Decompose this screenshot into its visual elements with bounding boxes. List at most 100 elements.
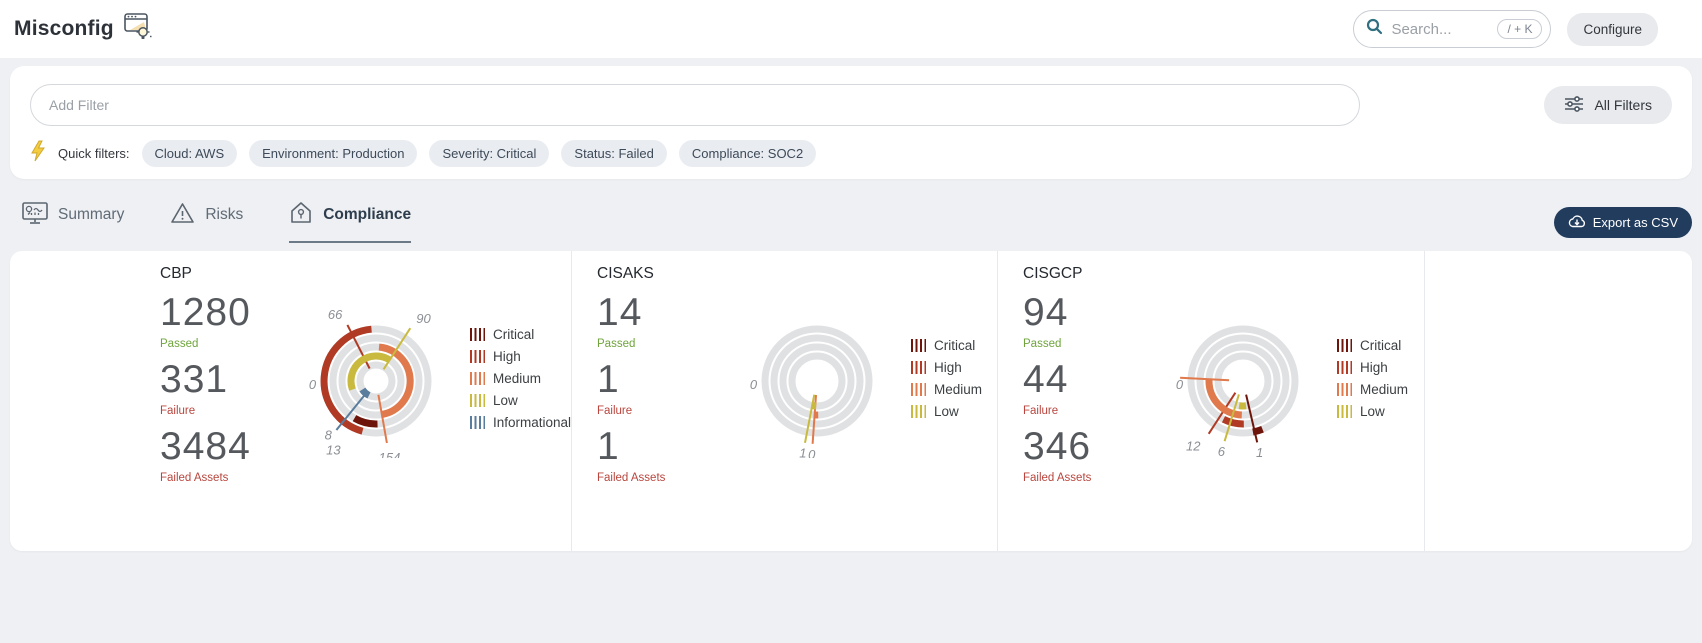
lightning-icon	[30, 140, 46, 167]
card-title: CISAKS	[597, 265, 654, 282]
legend-item: Critical	[1337, 338, 1408, 353]
sliders-icon	[1564, 95, 1584, 116]
legend-item: High	[911, 360, 982, 375]
tab-label: Summary	[58, 206, 125, 223]
legend-label: High	[934, 359, 962, 375]
severity-stripe-icon	[469, 415, 485, 429]
severity-gauge-chart: 010	[750, 325, 873, 462]
legend-item: Medium	[911, 382, 982, 397]
passed-label: Passed	[160, 337, 199, 350]
compliance-card-cisaks: CISAKS 14 Passed 1 Failure 1 Failed Assets 0 1 0 C…	[572, 251, 998, 551]
add-filter-input[interactable]	[30, 84, 1360, 126]
quick-filter-chip[interactable]: Compliance: SOC2	[678, 140, 817, 167]
quick-filter-chip[interactable]: Severity: Critical	[429, 140, 550, 167]
legend-item: Medium	[469, 370, 571, 386]
svg-text:66: 66	[328, 307, 343, 322]
stats-block: 94 Passed 44 Failure 346 Failed Assets	[1023, 291, 1155, 492]
passed-label: Passed	[597, 337, 636, 350]
passed-count: 1280	[160, 291, 251, 334]
severity-legend: Critical High Medium Low	[911, 338, 982, 419]
quick-filters-row: Quick filters: Cloud: AWS Environment: Pr…	[30, 140, 1672, 167]
svg-text:0: 0	[1176, 377, 1184, 392]
failure-count: 331	[160, 357, 229, 401]
tab-summary[interactable]: Summary	[22, 201, 124, 243]
legend-label: Low	[934, 403, 959, 419]
legend-label: Critical	[1360, 337, 1402, 353]
svg-text:12: 12	[1186, 438, 1201, 453]
risks-icon	[170, 202, 195, 229]
card-title: CISGCP	[1023, 265, 1083, 282]
page-title: Misconfig	[14, 17, 114, 40]
tab-compliance[interactable]: Compliance	[289, 201, 412, 243]
svg-text:90: 90	[416, 311, 431, 326]
severity-stripe-icon	[1337, 338, 1352, 352]
failure-count: 44	[1023, 357, 1069, 401]
app-header: Misconfig Search... / + K Configure	[0, 0, 1702, 58]
severity-gauge-chart: 1 12 6 0	[1176, 325, 1299, 460]
legend-label: Low	[492, 392, 518, 408]
legend-label: Low	[1360, 403, 1385, 419]
severity-stripe-icon	[469, 371, 485, 385]
legend-item: Low	[1337, 404, 1408, 419]
configure-button[interactable]: Configure	[1567, 12, 1658, 46]
severity-stripe-icon	[469, 327, 485, 341]
svg-text:0: 0	[808, 447, 816, 458]
search-input[interactable]: Search... / + K	[1353, 10, 1552, 48]
legend-item: High	[1337, 360, 1408, 375]
severity-stripe-icon	[1337, 382, 1352, 396]
stats-block: 14 Passed 1 Failure 1 Failed Assets	[597, 291, 729, 492]
failed-assets-count: 346	[1023, 424, 1092, 468]
severity-legend: Critical High Medium Low	[1337, 338, 1408, 419]
legend-label: High	[1360, 359, 1388, 375]
all-filters-label: All Filters	[1594, 97, 1652, 113]
legend-label: Medium	[492, 370, 541, 386]
compliance-card-cisgcp: CISGCP 94 Passed 44 Failure 346 Failed Assets 1…	[998, 251, 1425, 551]
export-csv-button[interactable]: Export as CSV	[1553, 206, 1692, 238]
svg-text:0: 0	[750, 377, 758, 392]
gauge-wrap: 66 13 154 90 8 0	[288, 306, 466, 465]
legend-item: High	[469, 349, 571, 364]
passed-count: 14	[597, 291, 643, 334]
quick-filter-chip[interactable]: Cloud: AWS	[141, 140, 238, 167]
passed-count: 94	[1023, 291, 1069, 334]
severity-stripe-icon	[911, 360, 926, 374]
gauge-wrap: 1 12 6 0	[1155, 306, 1333, 463]
failure-count: 1	[597, 357, 620, 401]
compliance-cards: CBP 1280 Passed 331 Failure 3484 Failed Assets…	[10, 251, 1692, 551]
all-filters-button[interactable]: All Filters	[1544, 86, 1672, 124]
failed-assets-count: 1	[597, 424, 620, 468]
filter-panel: All Filters Quick filters: Cloud: AWS Env…	[10, 66, 1692, 179]
search-icon	[1366, 18, 1383, 40]
severity-stripe-icon	[911, 404, 926, 418]
failed-assets-label: Failed Assets	[597, 471, 666, 484]
svg-text:154: 154	[379, 450, 401, 458]
quick-filter-chip[interactable]: Environment: Production	[249, 140, 418, 167]
tab-risks[interactable]: Risks	[170, 201, 243, 243]
severity-stripe-icon	[469, 393, 485, 407]
svg-text:1: 1	[1256, 445, 1263, 458]
legend-item: Medium	[1337, 382, 1408, 397]
legend-label: Critical	[934, 337, 976, 353]
export-csv-label: Export as CSV	[1592, 214, 1678, 230]
legend-item: Low	[911, 404, 982, 419]
tab-label: Risks	[205, 206, 244, 223]
empty-column	[1425, 251, 1692, 551]
svg-text:13: 13	[326, 442, 341, 457]
quick-filter-chip[interactable]: Status: Failed	[561, 140, 667, 167]
tab-label: Compliance	[323, 206, 412, 223]
compliance-icon	[289, 201, 313, 229]
severity-gauge-chart: 66 13 154 90 8 0	[309, 307, 432, 465]
legend-item: Critical	[469, 327, 571, 342]
failed-assets-label: Failed Assets	[1023, 471, 1092, 484]
cloud-download-icon	[1568, 214, 1586, 231]
passed-label: Passed	[1023, 337, 1062, 350]
search-placeholder: Search...	[1391, 20, 1452, 38]
severity-stripe-icon	[469, 349, 485, 363]
legend-item: Critical	[911, 338, 982, 353]
tabs-bar: Summary Risks Compliance Export as CSV	[0, 179, 1702, 243]
legend-item: Informational	[469, 415, 571, 430]
quick-filters-label: Quick filters:	[58, 146, 130, 161]
severity-stripe-icon	[911, 338, 926, 352]
failure-label: Failure	[1023, 404, 1059, 417]
stats-block: 1280 Passed 331 Failure 3484 Failed Assets	[160, 291, 288, 492]
